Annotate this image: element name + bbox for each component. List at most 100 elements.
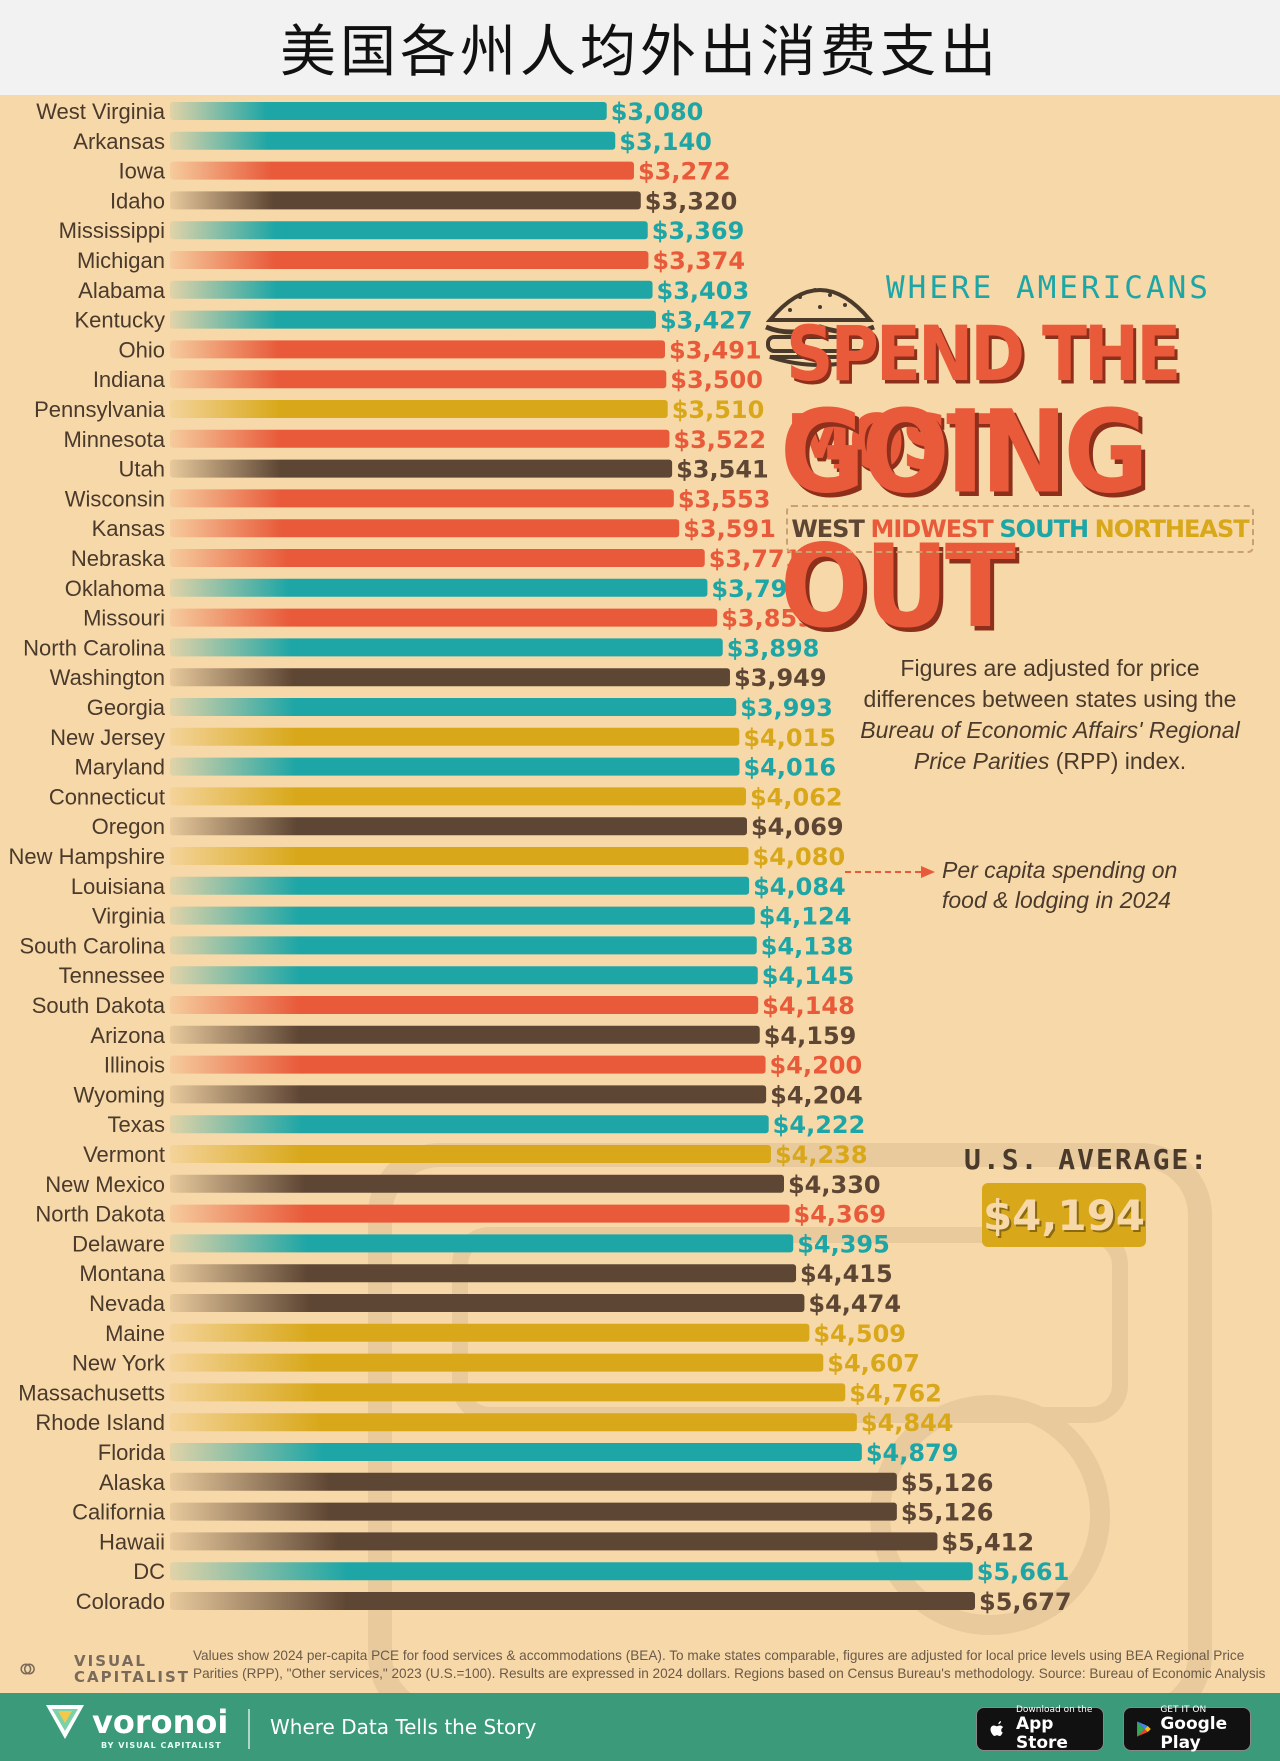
value-label: $4,145 <box>762 962 855 990</box>
value-label: $4,844 <box>861 1409 954 1437</box>
header-line-3: GOING OUT <box>780 385 1149 654</box>
bar <box>170 578 708 597</box>
bar <box>170 668 730 687</box>
voronoi-subtitle: BY VISUAL CAPITALIST <box>101 1741 222 1750</box>
bar <box>170 1055 766 1074</box>
value-label: $5,412 <box>941 1528 1034 1556</box>
state-label: Iowa <box>119 159 166 184</box>
value-label: $3,140 <box>619 128 712 156</box>
bar <box>170 966 758 985</box>
bar <box>170 1383 846 1402</box>
state-label: Tennessee <box>59 963 165 988</box>
visual-capitalist-logo-icon <box>20 1663 35 1675</box>
value-label: $4,330 <box>788 1171 881 1199</box>
bar <box>170 727 740 746</box>
google-play-small-text: GET IT ON <box>1160 1705 1207 1715</box>
bar <box>170 1443 862 1461</box>
state-label: Arizona <box>90 1023 165 1048</box>
value-label: $4,138 <box>761 932 854 960</box>
bar <box>170 608 718 627</box>
value-label: $3,320 <box>645 187 738 215</box>
bar <box>170 489 674 508</box>
bar <box>170 1472 897 1491</box>
value-label: $4,369 <box>794 1201 887 1229</box>
value-label: $3,541 <box>676 456 769 484</box>
header-line-2: SPEND THE MOST <box>786 310 1181 488</box>
value-label: $3,080 <box>611 98 704 126</box>
value-label: $4,238 <box>775 1141 868 1169</box>
bar <box>170 1234 794 1253</box>
legend-west: WEST <box>791 515 865 543</box>
state-label: Michigan <box>77 248 165 273</box>
bar <box>170 340 666 359</box>
bar <box>170 549 705 567</box>
value-label: $4,879 <box>866 1439 959 1467</box>
state-label: New Hampshire <box>9 844 166 869</box>
bar <box>170 787 746 806</box>
vc-line-2: CAPITALIST <box>74 1668 191 1686</box>
header-line-1: WHERE AMERICANS <box>886 270 1211 306</box>
bar <box>170 1294 805 1312</box>
bar <box>170 1264 797 1283</box>
value-label: $3,993 <box>740 694 833 722</box>
region-legend: WEST MIDWEST SOUTH NORTHEAST <box>786 505 1254 553</box>
note-italic: Bureau of Economic Affairs' Regional Pri… <box>860 717 1240 774</box>
vc-line-1: VISUAL <box>74 1652 147 1670</box>
bar <box>170 131 616 150</box>
bar <box>170 996 759 1014</box>
bar <box>170 906 755 925</box>
infographic-poster: West Virginia $3,080 Arkansas $3,140 Iowa $3,… <box>0 95 1280 1693</box>
state-label: South Dakota <box>32 993 166 1018</box>
value-label: $4,069 <box>751 813 844 841</box>
state-label: Florida <box>98 1440 166 1465</box>
state-label: New Mexico <box>45 1172 165 1197</box>
state-label: Wisconsin <box>65 486 165 511</box>
state-label: Nevada <box>89 1291 166 1316</box>
value-label: $3,522 <box>673 426 766 454</box>
us-average-label: U.S. AVERAGE: <box>964 1143 1210 1176</box>
value-label: $3,369 <box>652 217 745 245</box>
value-label: $4,607 <box>827 1350 920 1378</box>
bar <box>170 847 749 865</box>
state-label: Hawaii <box>99 1529 165 1554</box>
source-note: Values show 2024 per-capita PCE for food… <box>193 1648 1266 1681</box>
app-store-button[interactable]: Download on the App Store <box>976 1705 1104 1753</box>
value-label: $3,898 <box>727 634 820 662</box>
legend-south: SOUTH <box>999 515 1089 543</box>
bar <box>170 1323 810 1342</box>
state-label: Pennsylvania <box>34 397 166 422</box>
state-label: North Dakota <box>35 1202 165 1227</box>
state-label: Louisiana <box>71 874 166 899</box>
state-label: North Carolina <box>23 635 166 660</box>
bar <box>170 876 750 895</box>
state-label: New Jersey <box>50 725 165 750</box>
value-label: $3,510 <box>672 396 765 424</box>
bar <box>170 698 737 716</box>
voronoi-logo[interactable]: voronoi <box>44 1703 228 1741</box>
value-label: $4,159 <box>764 1022 857 1050</box>
chart-annotation: Per capita spending on food & lodging in… <box>942 857 1178 913</box>
bar <box>170 1532 938 1551</box>
state-label: Kansas <box>92 516 165 541</box>
state-label: Oregon <box>92 814 165 839</box>
value-label: $4,015 <box>743 724 836 752</box>
state-label: Mississippi <box>59 218 165 243</box>
legend-midwest: MIDWEST <box>870 515 993 543</box>
value-label: $4,016 <box>743 754 836 782</box>
page-title: 美国各州人均外出消费支出 <box>0 0 1280 95</box>
value-label: $4,084 <box>753 873 846 901</box>
state-label: Massachusetts <box>18 1380 165 1405</box>
note-text-1: Figures are adjusted for price differenc… <box>863 655 1237 712</box>
dashed-arrow-icon <box>845 866 935 878</box>
state-label: Ohio <box>119 337 165 362</box>
state-label: Montana <box>79 1261 165 1286</box>
value-label: $4,200 <box>770 1052 863 1080</box>
bar <box>170 251 649 269</box>
state-label: California <box>72 1500 166 1525</box>
bar <box>170 1562 973 1581</box>
bar <box>170 221 648 240</box>
state-label: Delaware <box>72 1231 165 1256</box>
state-label: West Virginia <box>36 99 166 124</box>
bar <box>170 1025 760 1044</box>
google-play-button[interactable]: GET IT ON Google Play <box>1123 1705 1251 1753</box>
